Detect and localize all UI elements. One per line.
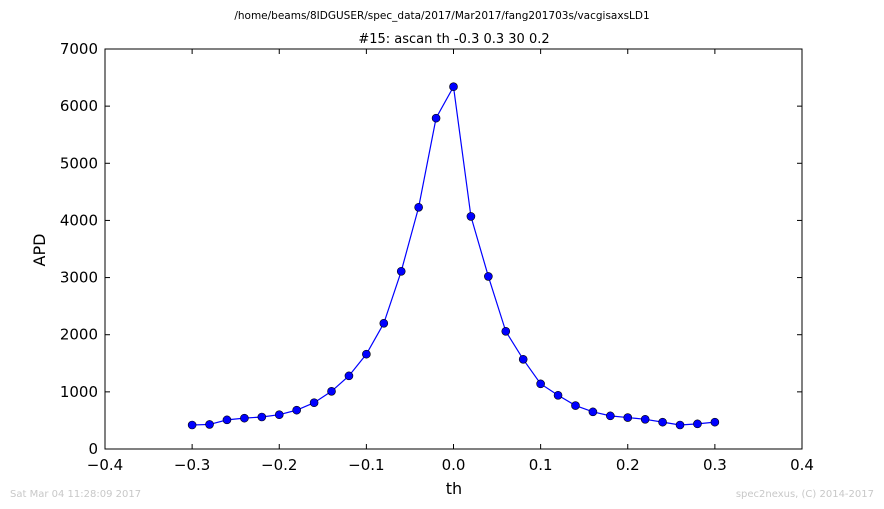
data-point — [501, 326, 511, 336]
figure-suptitle: /home/beams/8IDGUSER/spec_data/2017/Mar2… — [234, 10, 649, 22]
plot-frame — [104, 48, 803, 450]
data-point — [292, 405, 301, 415]
y-tick-label: 0 — [88, 440, 98, 458]
x-tick-label: 0.1 — [529, 456, 553, 474]
data-point — [623, 413, 633, 422]
data-point — [588, 407, 598, 417]
data-point — [327, 386, 336, 396]
data-point — [536, 379, 545, 389]
x-axis-label: th — [446, 479, 462, 498]
data-point — [518, 354, 528, 364]
data-point — [466, 212, 476, 221]
y-tick-label: 1000 — [60, 383, 98, 401]
data-point — [222, 415, 232, 425]
data-point — [710, 417, 720, 427]
y-tick-label: 3000 — [60, 269, 98, 287]
x-tick-label: 0.4 — [790, 456, 814, 474]
data-point — [309, 398, 319, 408]
data-point — [675, 420, 685, 430]
data-point — [187, 420, 197, 430]
data-point — [553, 390, 563, 400]
data-point — [205, 420, 214, 429]
data-point — [640, 414, 650, 424]
chart-title: #15: ascan th -0.3 0.3 30 0.2 — [358, 32, 549, 47]
y-tick-label: 2000 — [60, 326, 98, 344]
timestamp-label: Sat Mar 04 11:28:09 2017 — [10, 489, 142, 500]
y-axis-label: APD — [30, 234, 49, 267]
y-tick-label: 4000 — [60, 211, 98, 229]
data-point — [396, 266, 406, 276]
data-point — [571, 401, 580, 410]
x-tick-label: 0.3 — [703, 456, 727, 474]
y-tick-label: 6000 — [60, 97, 98, 115]
data-point — [693, 419, 702, 429]
x-tick-label: 0.2 — [616, 456, 640, 474]
data-point — [449, 82, 458, 92]
data-point — [344, 371, 354, 381]
data-point — [274, 410, 284, 420]
data-point — [362, 349, 371, 359]
data-point — [414, 202, 423, 212]
x-tick-label: 0.0 — [442, 456, 466, 474]
x-tick-label: −0.4 — [87, 456, 123, 474]
credit-label: spec2nexus, (C) 2014-2017 — [735, 489, 874, 500]
data-point — [658, 417, 667, 427]
data-point — [257, 412, 267, 422]
data-point — [431, 113, 441, 123]
y-tick-label: 5000 — [60, 154, 98, 172]
x-tick-label: −0.3 — [174, 456, 210, 474]
data-point — [484, 272, 493, 281]
data-point — [240, 413, 249, 423]
data-point — [379, 318, 389, 328]
data-point — [606, 411, 615, 421]
x-tick-label: −0.2 — [261, 456, 297, 474]
series-line — [192, 84, 715, 426]
y-tick-label: 7000 — [60, 40, 98, 58]
x-tick-label: −0.1 — [348, 456, 384, 474]
